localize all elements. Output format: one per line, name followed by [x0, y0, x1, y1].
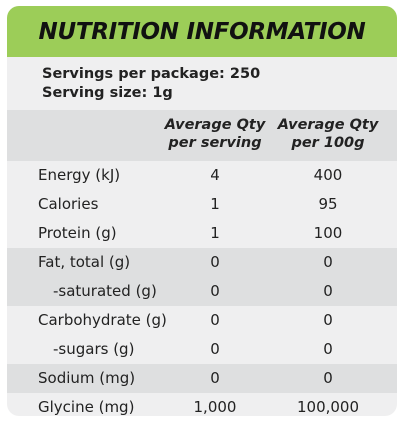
row-label: Calories [38, 195, 99, 213]
table-row: Sodium (mg) 0 0 [7, 364, 397, 393]
column-header-line: Average Qty [277, 117, 379, 133]
table-header: Average Qty per serving Average Qty per … [7, 110, 397, 161]
serving-size: Serving size: 1g [42, 85, 173, 101]
value-per-100g: 95 [318, 195, 338, 213]
value-per-100g: 400 [313, 166, 343, 184]
table-row: Protein (g) 1 100 [7, 219, 397, 248]
row-label: -saturated (g) [53, 282, 157, 300]
row-label: Glycine (mg) [38, 398, 135, 416]
row-label: Carbohydrate (g) [38, 311, 167, 329]
table-row: Fat, total (g) 0 0 [7, 248, 397, 277]
panel-title: NUTRITION INFORMATION [38, 18, 366, 45]
header-bar: NUTRITION INFORMATION [7, 6, 397, 57]
table-row: Calories 1 95 [7, 190, 397, 219]
row-label: Energy (kJ) [38, 166, 121, 184]
value-per-100g: 100,000 [296, 398, 360, 416]
column-header-per-100g: Average Qty per 100g [273, 116, 383, 152]
row-label: Sodium (mg) [38, 369, 136, 387]
table-row: Glycine (mg) 1,000 100,000 [7, 393, 397, 416]
value-per-serving: 0 [210, 282, 220, 300]
table-row: -sugars (g) 0 0 [7, 335, 397, 364]
value-per-100g: 0 [323, 369, 333, 387]
value-per-serving: 0 [210, 369, 220, 387]
value-per-100g: 100 [313, 224, 343, 242]
table-row: Carbohydrate (g) 0 0 [7, 306, 397, 335]
value-per-serving: 1 [210, 224, 220, 242]
column-header-line: per serving [168, 135, 262, 151]
row-label: Fat, total (g) [38, 253, 131, 271]
table-row: -saturated (g) 0 0 [7, 277, 397, 306]
value-per-100g: 0 [323, 311, 333, 329]
value-per-serving: 1,000 [193, 398, 237, 416]
value-per-100g: 0 [323, 282, 333, 300]
value-per-serving: 0 [210, 253, 220, 271]
value-per-serving: 0 [210, 340, 220, 358]
value-per-100g: 0 [323, 340, 333, 358]
value-per-100g: 0 [323, 253, 333, 271]
column-header-per-serving: Average Qty per serving [160, 116, 270, 152]
value-per-serving: 1 [210, 195, 220, 213]
nutrition-panel: NUTRITION INFORMATION Servings per packa… [7, 6, 397, 416]
column-header-line: Average Qty [164, 117, 266, 133]
row-label: -sugars (g) [53, 340, 135, 358]
column-header-line: per 100g [291, 135, 365, 151]
row-label: Protein (g) [38, 224, 117, 242]
table-row: Energy (kJ) 4 400 [7, 161, 397, 190]
servings-per-package: Servings per package: 250 [42, 66, 261, 82]
value-per-serving: 0 [210, 311, 220, 329]
value-per-serving: 4 [210, 166, 220, 184]
